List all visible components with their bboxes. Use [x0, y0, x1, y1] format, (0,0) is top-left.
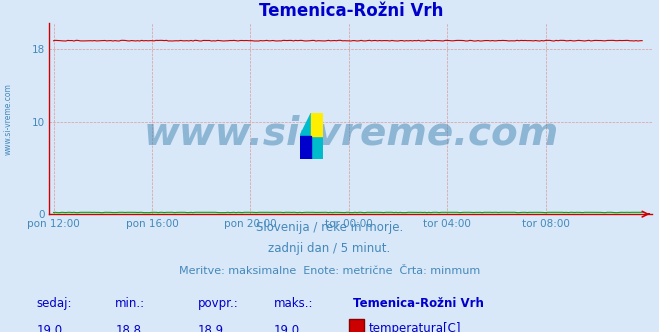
- Title: Temenica-Rožni Vrh: Temenica-Rožni Vrh: [259, 2, 443, 20]
- Text: Meritve: maksimalne  Enote: metrične  Črta: minmum: Meritve: maksimalne Enote: metrične Črta…: [179, 266, 480, 276]
- Text: sedaj:: sedaj:: [36, 297, 72, 310]
- Text: Slovenija / reke in morje.: Slovenija / reke in morje.: [256, 221, 403, 234]
- Text: www.si-vreme.com: www.si-vreme.com: [143, 115, 559, 153]
- Polygon shape: [300, 113, 323, 159]
- Text: zadnji dan / 5 minut.: zadnji dan / 5 minut.: [268, 242, 391, 255]
- Text: min.:: min.:: [115, 297, 146, 310]
- Text: 19,0: 19,0: [273, 324, 300, 332]
- Text: 18,9: 18,9: [198, 324, 224, 332]
- Text: 18,8: 18,8: [115, 324, 141, 332]
- Bar: [300, 136, 312, 159]
- Text: 19,0: 19,0: [36, 324, 63, 332]
- Text: temperatura[C]: temperatura[C]: [369, 322, 461, 332]
- Text: Temenica-Rožni Vrh: Temenica-Rožni Vrh: [353, 297, 484, 310]
- Text: www.si-vreme.com: www.si-vreme.com: [3, 84, 13, 155]
- Text: povpr.:: povpr.:: [198, 297, 239, 310]
- Text: maks.:: maks.:: [273, 297, 313, 310]
- Bar: [312, 113, 323, 136]
